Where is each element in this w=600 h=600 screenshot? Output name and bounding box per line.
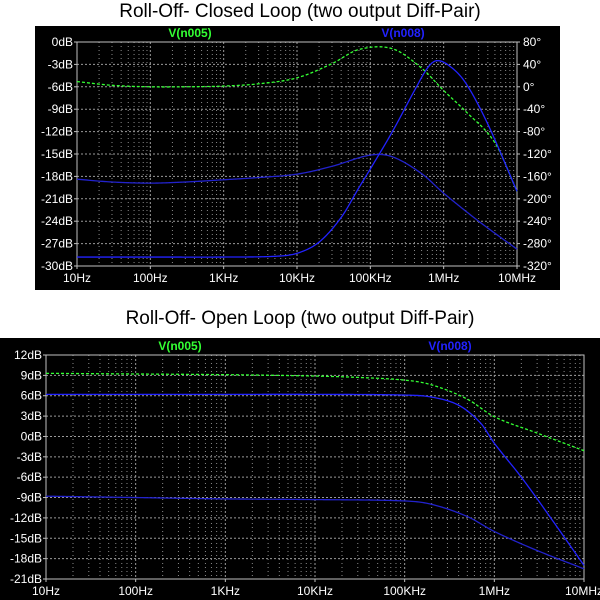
closed-loop-y-tick-label: -3dB <box>48 57 73 71</box>
open-loop-series-line-0 <box>45 372 585 452</box>
open-loop-y-tick-label: -18dB <box>10 552 42 566</box>
open-loop-x-tick-label: 1KHz <box>211 584 240 598</box>
closed-loop-y-tick-label: -12dB <box>41 125 73 139</box>
open-loop-x-tick-label: 10MHz <box>565 584 600 598</box>
chart-closed-loop[interactable]: 0dB -3dB -6dB -9dB -12dB -15dB -18dB -21dB -24dB… <box>35 26 560 290</box>
open-loop-y-tick-label: 12dB <box>14 348 42 362</box>
open-loop-y-tick-label: -21dB <box>10 572 42 586</box>
closed-loop-series-line-0 <box>76 46 518 192</box>
open-loop-x-tick-label: 10Hz <box>32 584 60 598</box>
closed-loop-y2-tick-label: -200° <box>523 192 552 206</box>
plot-panel-closed-loop[interactable]: 0dB -3dB -6dB -9dB -12dB -15dB -18dB -21dB -24dB… <box>35 26 560 290</box>
closed-loop-legend-label-1[interactable]: V(n008) <box>381 26 424 40</box>
open-loop-y-tick-label: 6dB <box>21 389 42 403</box>
closed-loop-x-tick-label: 1MHz <box>428 271 459 285</box>
closed-loop-y2-tick-label: 80° <box>523 35 541 49</box>
closed-loop-y-tick-label: -30dB <box>41 259 73 273</box>
closed-loop-y2-tick-label: -240° <box>523 214 552 228</box>
plot-panel-open-loop[interactable]: 12dB 9dB 6dB 3dB 0dB -3dB -6dB -9dB -12dB -15dB -1… <box>0 338 600 600</box>
closed-loop-y2-tick-label: 0° <box>523 80 535 94</box>
closed-loop-y2-tick-label: -40° <box>523 102 545 116</box>
open-loop-series-line-2 <box>46 393 585 566</box>
open-loop-y-tick-label: 3dB <box>21 409 42 423</box>
chart-open-loop[interactable]: 12dB 9dB 6dB 3dB 0dB -3dB -6dB -9dB -12dB -15dB -1… <box>0 338 600 600</box>
closed-loop-y-tick-label: -24dB <box>41 214 73 228</box>
closed-loop-x-tick-label: 10Hz <box>63 271 91 285</box>
open-loop-y-tick-label: -12dB <box>10 511 42 525</box>
open-loop-y-tick-label: 9dB <box>21 368 42 382</box>
open-loop-legend-label-1[interactable]: V(n008) <box>428 339 471 353</box>
open-loop-y-tick-label: -15dB <box>10 531 42 545</box>
open-loop-x-tick-label: 1MHz <box>479 584 510 598</box>
closed-loop-grid <box>76 41 518 267</box>
closed-loop-y-tick-label: -21dB <box>41 192 73 206</box>
closed-loop-y2-tick-label: -320° <box>523 259 552 273</box>
open-loop-y-tick-label: 0dB <box>21 429 42 443</box>
closed-loop-y2-tick-label: -160° <box>523 169 552 183</box>
closed-loop-y-tick-label: 0dB <box>52 35 73 49</box>
open-loop-x-tick-label: 100Hz <box>118 584 153 598</box>
closed-loop-y2-tick-label: -120° <box>523 147 552 161</box>
closed-loop-legend-label-0[interactable]: V(n005) <box>168 26 211 40</box>
closed-loop-y2-tick-label: -280° <box>523 237 552 251</box>
closed-loop-y-tick-label: -6dB <box>48 80 73 94</box>
closed-loop-y-tick-label: -18dB <box>41 169 73 183</box>
closed-loop-series-line-2 <box>77 59 518 258</box>
closed-loop-x-tick-label: 100Hz <box>133 271 168 285</box>
closed-loop-y-tick-label: -27dB <box>41 237 73 251</box>
open-loop-series-line-1 <box>45 495 585 570</box>
open-loop-x-tick-label: 10KHz <box>297 584 333 598</box>
closed-loop-x-tick-label: 1KHz <box>209 271 238 285</box>
chart-title-open-loop: Roll-Off- Open Loop (two output Diff-Pai… <box>125 308 475 329</box>
closed-loop-y2-tick-label: 40° <box>523 57 541 71</box>
closed-loop-series-line-1 <box>76 153 518 250</box>
closed-loop-x-tick-label: 10MHz <box>498 271 536 285</box>
open-loop-legend-label-0[interactable]: V(n005) <box>158 339 201 353</box>
chart-title-closed-loop: Roll-Off- Closed Loop (two output Diff-P… <box>119 1 481 22</box>
closed-loop-y-tick-label: -9dB <box>48 102 73 116</box>
closed-loop-x-tick-label: 10KHz <box>279 271 315 285</box>
closed-loop-y2-tick-label: -80° <box>523 125 545 139</box>
open-loop-y-tick-label: -9dB <box>17 491 42 505</box>
open-loop-x-tick-label: 100KHz <box>383 584 426 598</box>
closed-loop-y-tick-label: -15dB <box>41 147 73 161</box>
closed-loop-x-tick-label: 100KHz <box>349 271 392 285</box>
open-loop-y-tick-label: -6dB <box>17 470 42 484</box>
open-loop-y-tick-label: -3dB <box>17 450 42 464</box>
open-loop-grid <box>45 354 585 580</box>
